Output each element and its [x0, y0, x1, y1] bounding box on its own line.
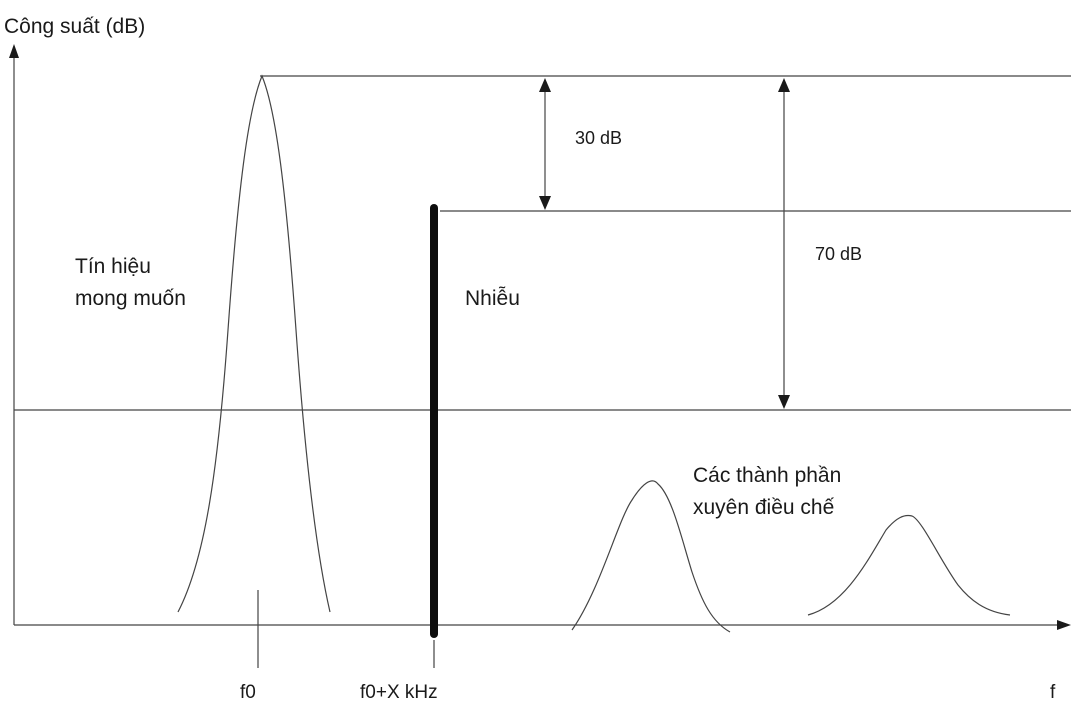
- x-axis-label: f: [1050, 682, 1056, 703]
- desired-signal-label-line2: mong muốn: [75, 287, 186, 310]
- f0-tick-label: f0: [240, 682, 256, 703]
- intermod-label-line2: xuyên điều chế: [693, 496, 835, 519]
- intermod-label-line1: Các thành phần: [693, 464, 841, 487]
- arrow-down-icon: [539, 196, 551, 210]
- x-axis-arrow-icon: [1057, 620, 1071, 630]
- y-axis-arrow-icon: [9, 44, 19, 58]
- arrow-up-icon: [539, 78, 551, 92]
- f0-plus-x-tick-label: f0+X kHz: [360, 682, 438, 703]
- intermod-curve-1: [571, 480, 731, 633]
- desired-signal-curve: [177, 74, 331, 613]
- intermod-curve-2: [807, 514, 1011, 616]
- y-axis-label: Công suất (dB): [4, 15, 145, 38]
- desired-signal-label-line1: Tín hiệu: [75, 255, 151, 278]
- arrow-down-icon: [778, 395, 790, 409]
- interference-label: Nhiễu: [465, 287, 520, 310]
- gap-70db-label: 70 dB: [815, 244, 862, 264]
- arrow-up-icon: [778, 78, 790, 92]
- gap-30db-label: 30 dB: [575, 128, 622, 148]
